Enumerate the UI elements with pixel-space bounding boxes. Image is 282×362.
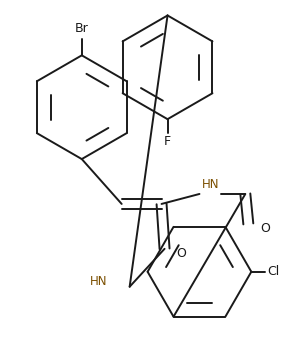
Text: HN: HN: [90, 275, 108, 288]
Text: O: O: [177, 247, 186, 260]
Text: O: O: [260, 222, 270, 235]
Text: F: F: [164, 135, 171, 148]
Text: Cl: Cl: [267, 265, 279, 278]
Text: Br: Br: [75, 22, 89, 35]
Text: HN: HN: [201, 178, 219, 191]
